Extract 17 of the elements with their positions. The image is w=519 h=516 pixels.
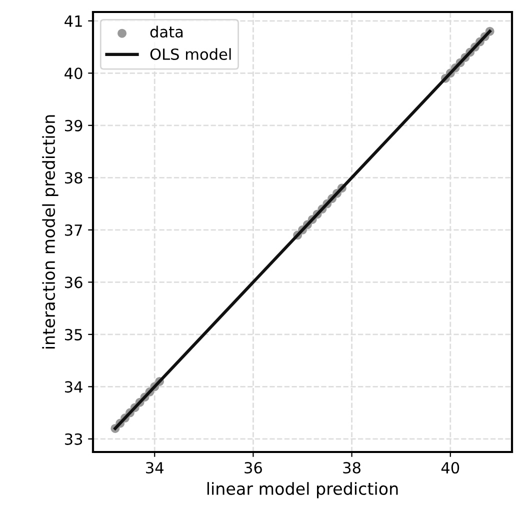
legend-label: OLS model: [150, 48, 231, 60]
x-axis-title: linear model prediction: [207, 482, 398, 498]
x-tick-label: 40: [441, 462, 460, 474]
x-tick-label: 36: [244, 462, 262, 474]
y-tick-label: 41: [64, 16, 82, 27]
y-tick-label: 37: [65, 224, 82, 236]
y-tick-label: 38: [65, 172, 82, 184]
y-axis-title: interaction model prediction: [42, 115, 58, 349]
y-tick-label: 34: [65, 381, 82, 393]
y-tick-label: 35: [65, 328, 82, 340]
y-tick-label: 36: [65, 276, 82, 288]
y-tick-label: 39: [65, 120, 82, 132]
x-tick-label: 34: [146, 462, 164, 474]
y-tick-label: 33: [65, 433, 82, 445]
x-tick-label: 38: [343, 462, 360, 474]
legend-label: data: [150, 26, 183, 38]
y-tick-label: 40: [64, 68, 82, 80]
